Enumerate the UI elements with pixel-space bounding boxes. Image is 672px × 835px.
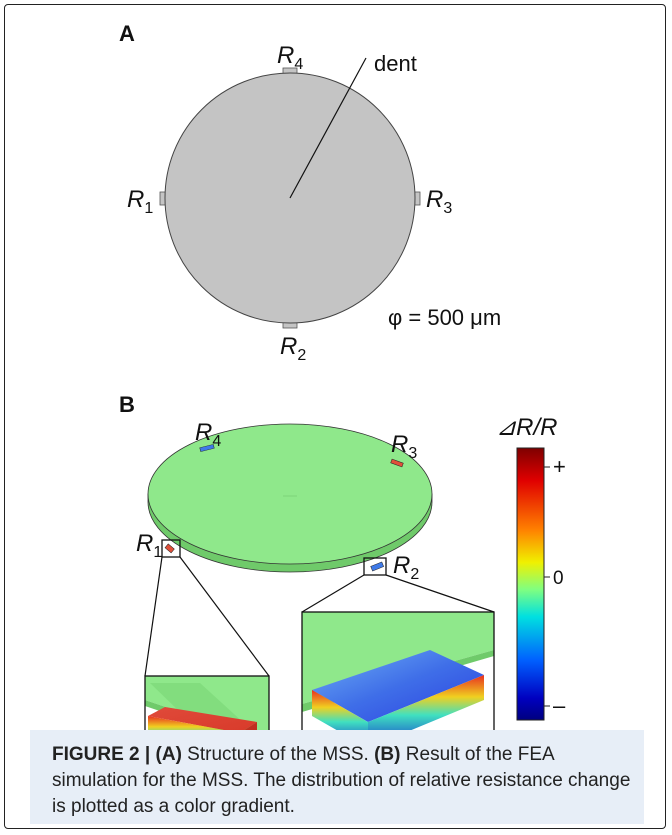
label-b-r4: R4 [195, 419, 221, 450]
label-a-r3: R3 [426, 186, 452, 217]
label-a-r4: R4 [277, 42, 303, 73]
panel-b-letter: B [119, 392, 135, 417]
resistor-b-r1 [164, 543, 175, 554]
label-b-r1: R1 [136, 530, 162, 561]
resistor-b-r3 [390, 458, 404, 468]
colorbar: ⊿R/R + 0 – [496, 414, 566, 721]
colorbar-title: ⊿R/R [496, 414, 557, 441]
colorbar-plus-label: + [553, 454, 566, 479]
caption-figure-label: FIGURE 2 | [52, 744, 151, 765]
panel-a-letter: A [119, 21, 135, 46]
membrane-b-top [147, 423, 433, 565]
caption-background [30, 730, 644, 824]
figure-caption: FIGURE 2 | (A) Structure of the MSS. (B)… [52, 742, 632, 820]
label-b-r3: R3 [391, 431, 417, 462]
membrane-b-3d [147, 423, 433, 573]
figure-frame [4, 4, 666, 829]
label-a-r2: R2 [280, 333, 306, 364]
zoom-box-r2 [363, 557, 387, 576]
membrane-a [159, 57, 421, 329]
dent-pointer-line [289, 57, 367, 199]
resistor-b-r4 [199, 444, 215, 452]
caption-b-marker: (B) [374, 744, 401, 765]
dent-label: dent [374, 51, 417, 76]
diameter-label: φ = 500 μm [388, 305, 501, 330]
colorbar-scale [516, 447, 545, 721]
label-a-r1: R1 [127, 186, 153, 217]
zoom-box-r1 [161, 539, 181, 558]
caption-a-text: Structure of the MSS. [181, 744, 375, 765]
resistor-b-r2 [370, 561, 385, 572]
colorbar-minus-label: – [553, 693, 566, 718]
caption-b-text: Result of the FEA simulation for the MSS… [52, 744, 631, 817]
colorbar-zero-label: 0 [553, 568, 564, 589]
caption-a-marker: (A) [155, 744, 182, 765]
label-b-r2: R2 [393, 552, 419, 583]
